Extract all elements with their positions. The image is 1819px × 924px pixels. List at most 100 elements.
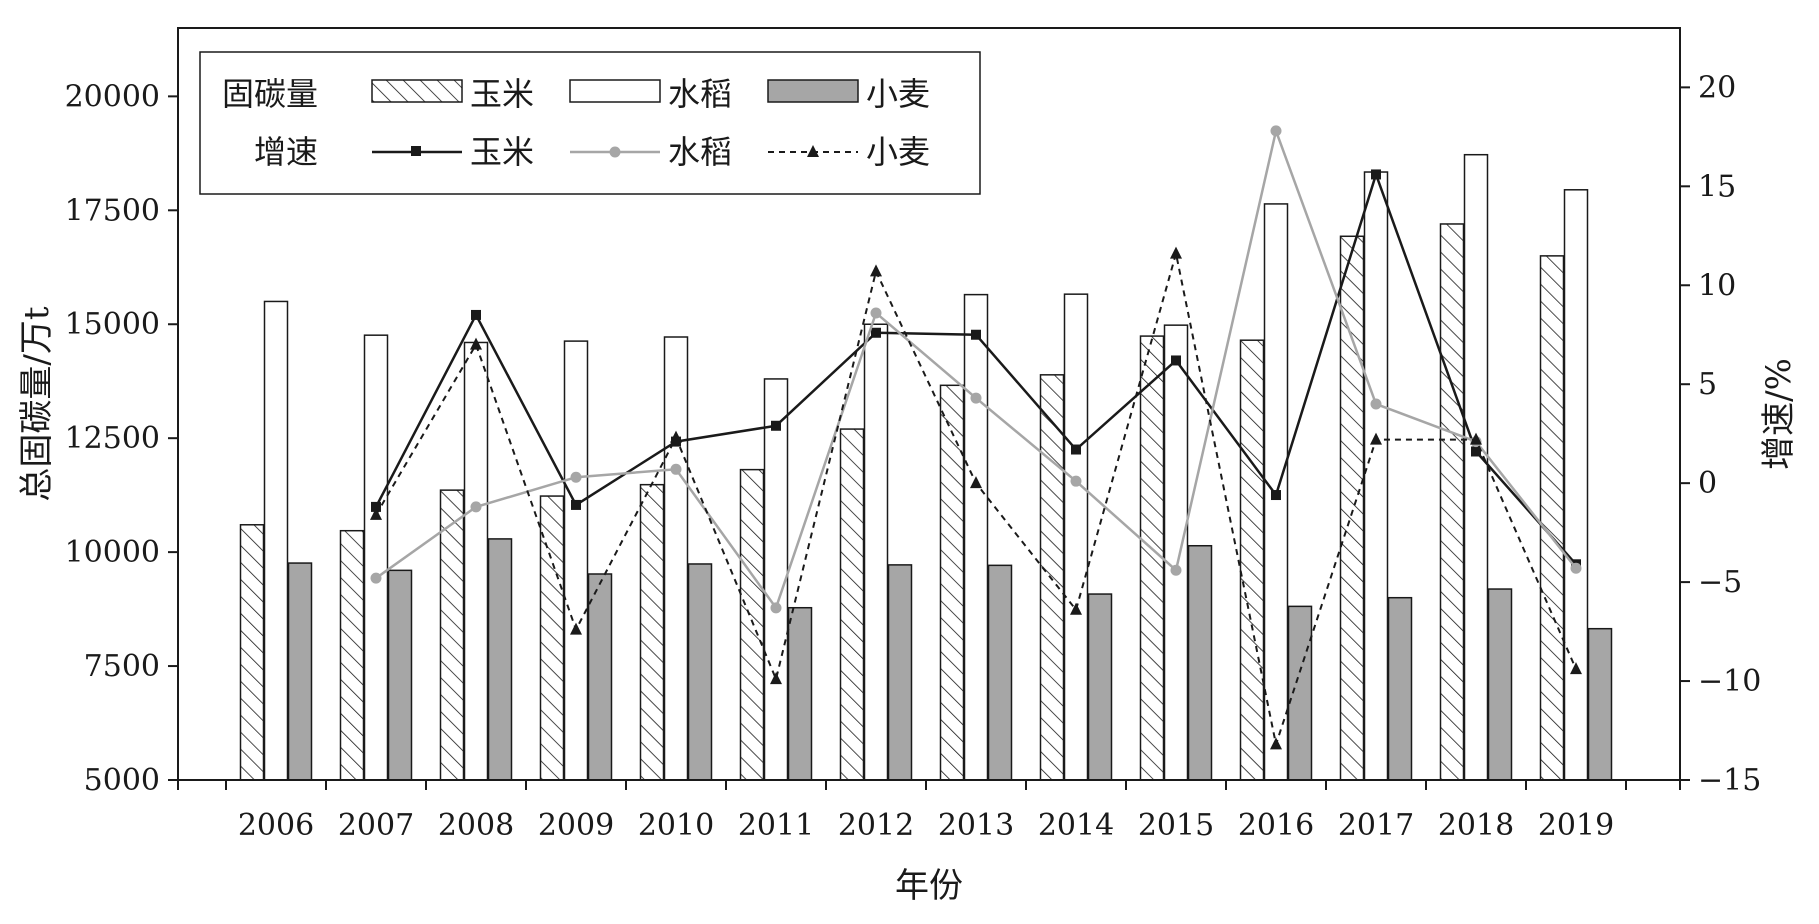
plot-frame [177,27,1681,781]
point-小麦-2014 [1070,602,1082,615]
y-axis-label-right: 增速/% [1759,358,1799,470]
bar-小麦-2009 [587,573,613,781]
right-tick-label: −5 [1698,565,1742,600]
bar-水稻-2017 [1363,171,1389,781]
legend-marker-rice [609,146,621,158]
point-玉米-2018 [1471,446,1481,457]
point-水稻-2013 [970,392,982,404]
bar-水稻-2018 [1463,153,1489,781]
right-tick-label: 5 [1698,367,1717,402]
x-ticks: 2006 2007 2008 2009 2010 2011 2012 2013 2014 2015… [177,780,1681,843]
x-tick-label: 2017 [1338,808,1414,843]
x-tick-label: 2006 [238,808,314,843]
x-tick-label: 2007 [338,808,414,843]
bar-小麦-2008 [487,538,513,781]
point-玉米-2013 [971,329,981,340]
x-tick-label: 2015 [1138,808,1214,843]
bar-小麦-2014 [1087,593,1113,781]
bar-小麦-2011 [787,606,813,781]
bar-玉米-2014 [1039,374,1065,781]
point-玉米-2014 [1071,444,1081,455]
point-水稻-2010 [670,463,682,475]
x-tick-label: 2014 [1038,808,1114,843]
bar-水稻-2015 [1163,324,1189,781]
point-小麦-2015 [1170,246,1182,259]
bar-玉米-2006 [239,524,265,781]
point-小麦-2012 [870,264,882,277]
bar-玉米-2009 [539,495,565,781]
bar-玉米-2007 [339,529,365,781]
legend-label-line-wheat: 小麦 [866,133,930,171]
bar-玉米-2015 [1139,335,1165,781]
right-tick-label: 15 [1698,169,1736,204]
legend-row-label-lines: 增速 [254,133,318,171]
bar-小麦-2006 [287,562,313,781]
bar-玉米-2019 [1539,255,1565,781]
bar-玉米-2013 [939,384,965,781]
point-小麦-2019 [1570,662,1582,675]
left-tick-label: 12500 [65,421,160,456]
legend-swatch-bar-wheat [767,79,859,103]
point-水稻-2019 [1570,562,1582,574]
left-tick-label: 15000 [65,307,160,342]
y-axis-label-left: 总固碳量/万t [17,306,57,501]
right-tick-label: 0 [1698,466,1717,501]
bar-水稻-2012 [863,323,889,781]
bars-layer [239,153,1613,781]
point-水稻-2007 [370,572,382,584]
bar-小麦-2017 [1387,596,1413,781]
bar-玉米-2012 [839,428,865,781]
point-玉米-2008 [471,309,481,320]
left-tick-label: 20000 [65,79,160,114]
x-tick-label: 2009 [538,808,614,843]
point-小麦-2016 [1270,737,1282,750]
point-玉米-2012 [871,327,881,338]
point-小麦-2010 [670,430,682,443]
bar-水稻-2011 [763,378,789,781]
legend-label-bar-rice: 水稻 [668,75,732,113]
bar-玉米-2018 [1439,223,1465,781]
right-tick-label: 10 [1698,268,1736,303]
x-tick-label: 2008 [438,808,514,843]
x-tick-label: 2011 [738,808,814,843]
point-小麦-2011 [770,672,782,685]
bar-玉米-2008 [439,489,465,781]
point-水稻-2015 [1170,564,1182,576]
legend-label-bar-wheat: 小麦 [866,75,930,113]
legend-label-line-rice: 水稻 [668,133,732,171]
point-小麦-2013 [970,476,982,489]
bar-水稻-2008 [463,341,489,781]
point-玉米-2007 [371,501,381,512]
right-tick-label: 20 [1698,70,1736,105]
point-小麦-2017 [1370,432,1382,445]
bar-玉米-2010 [639,483,665,781]
point-小麦-2009 [570,622,582,635]
bar-水稻-2013 [963,293,989,781]
lines-layer [370,125,1582,750]
legend-marker-corn [411,146,421,156]
bar-小麦-2018 [1487,588,1513,781]
point-水稻-2008 [470,501,482,513]
x-tick-label: 2018 [1438,808,1514,843]
point-小麦-2008 [470,337,482,350]
bar-水稻-2009 [563,340,589,781]
bar-小麦-2007 [387,569,413,781]
point-水稻-2017 [1370,398,1382,410]
point-水稻-2016 [1270,125,1282,137]
point-水稻-2014 [1070,475,1082,487]
bar-玉米-2011 [739,468,765,781]
point-水稻-2009 [570,471,582,483]
point-小麦-2007 [370,507,382,520]
right-tick-label: −15 [1698,763,1761,798]
x-tick-label: 2010 [638,808,714,843]
left-tick-label: 5000 [84,763,160,798]
point-玉米-2011 [771,420,781,431]
right-ticks: −15 −10 −5 0 5 10 15 20 [1680,70,1761,798]
bar-水稻-2006 [263,300,289,781]
bar-小麦-2015 [1187,544,1213,781]
point-玉米-2016 [1271,490,1281,501]
legend-swatch-bar-corn [371,79,463,103]
bar-水稻-2019 [1563,189,1589,781]
legend-box [199,51,981,195]
